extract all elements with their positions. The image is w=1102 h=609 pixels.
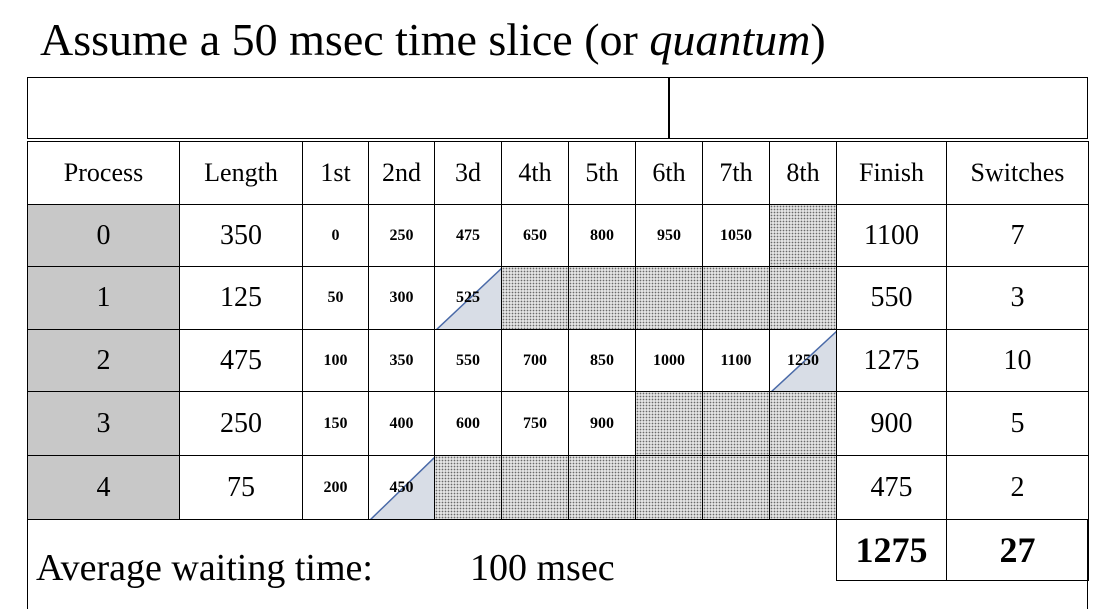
header-cell: 5th — [568, 141, 636, 205]
slice-cell: 350 — [368, 329, 435, 392]
partial-slice-cell: 1250 — [769, 329, 837, 392]
partial-slice-cell: 450 — [368, 455, 435, 520]
slice-cell: 475 — [434, 204, 502, 267]
slice-cell: 1100 — [702, 329, 770, 392]
length-cell: 250 — [179, 391, 303, 456]
process-cell: 1 — [27, 266, 180, 330]
finish-cell: 1275 — [836, 329, 947, 392]
page-title: Assume a 50 msec time slice (or quantum) — [40, 12, 826, 68]
idle-slice-cell — [702, 266, 770, 330]
length-cell: 475 — [179, 329, 303, 392]
slice-cell: 0 — [302, 204, 369, 267]
title-italic: quantum — [649, 14, 811, 65]
slice-cell: 50 — [302, 266, 369, 330]
header-cell: 7th — [702, 141, 770, 205]
idle-slice-cell — [501, 455, 569, 520]
length-cell: 125 — [179, 266, 303, 330]
idle-slice-cell — [635, 266, 703, 330]
idle-slice-cell — [635, 455, 703, 520]
switches-cell: 2 — [946, 455, 1089, 520]
partial-slice-triangle — [369, 456, 434, 519]
length-cell: 350 — [179, 204, 303, 267]
slice-cell: 300 — [368, 266, 435, 330]
empty-header-box — [27, 77, 1088, 139]
header-cell: Length — [179, 141, 303, 205]
header-cell: Finish — [836, 141, 947, 205]
triangle-shape — [436, 267, 501, 329]
slice-value: 450 — [389, 478, 414, 496]
triangle-shape — [369, 456, 434, 519]
finish-cell: 1100 — [836, 204, 947, 267]
partial-slice-triangle — [771, 330, 836, 391]
header-cell: 2nd — [368, 141, 435, 205]
header-cell: Switches — [946, 141, 1089, 205]
average-waiting-label: Average waiting time: — [36, 547, 373, 589]
slice-cell: 850 — [568, 329, 636, 392]
slice-cell: 550 — [434, 329, 502, 392]
slice-cell: 200 — [302, 455, 369, 520]
title-suffix: ) — [810, 14, 826, 65]
header-cell: 3d — [434, 141, 502, 205]
idle-slice-cell — [568, 455, 636, 520]
idle-slice-cell — [769, 455, 837, 520]
idle-slice-cell — [501, 266, 569, 330]
header-cell: Process — [27, 141, 180, 205]
process-cell: 0 — [27, 204, 180, 267]
slice-cell: 650 — [501, 204, 569, 267]
slice-cell: 950 — [635, 204, 703, 267]
switches-cell: 10 — [946, 329, 1089, 392]
slice-cell: 1050 — [702, 204, 770, 267]
idle-slice-cell — [769, 266, 837, 330]
slice-value: 525 — [456, 289, 480, 306]
header-cell: 1st — [302, 141, 369, 205]
partial-slice-triangle — [436, 267, 501, 329]
total-finish: 1275 — [836, 519, 947, 581]
triangle-shape — [771, 330, 836, 391]
partial-slice-cell: 525 — [434, 266, 502, 330]
slice-cell: 600 — [434, 391, 502, 456]
switches-cell: 7 — [946, 204, 1089, 267]
idle-slice-cell — [568, 266, 636, 330]
finish-cell: 550 — [836, 266, 947, 330]
finish-cell: 475 — [836, 455, 947, 520]
slice-cell: 150 — [302, 391, 369, 456]
switches-cell: 5 — [946, 391, 1089, 456]
idle-slice-cell — [434, 455, 502, 520]
process-cell: 3 — [27, 391, 180, 456]
slice-cell: 800 — [568, 204, 636, 267]
header-cell: 6th — [635, 141, 703, 205]
idle-slice-cell — [635, 391, 703, 456]
slice-cell: 100 — [302, 329, 369, 392]
slice-cell: 250 — [368, 204, 435, 267]
slice-cell: 1000 — [635, 329, 703, 392]
total-switches: 27 — [946, 519, 1089, 581]
header-box-divider — [668, 77, 670, 139]
process-cell: 2 — [27, 329, 180, 392]
header-cell: 4th — [501, 141, 569, 205]
average-waiting-value: 100 msec — [470, 547, 615, 589]
title-prefix: Assume a 50 msec time slice (or — [40, 14, 650, 65]
process-cell: 4 — [27, 455, 180, 520]
slice-cell: 700 — [501, 329, 569, 392]
idle-slice-cell — [769, 391, 837, 456]
footer-box — [27, 519, 1088, 609]
finish-cell: 900 — [836, 391, 947, 456]
idle-slice-cell — [702, 391, 770, 456]
slice-cell: 750 — [501, 391, 569, 456]
switches-cell: 3 — [946, 266, 1089, 330]
idle-slice-cell — [769, 204, 837, 267]
length-cell: 75 — [179, 455, 303, 520]
slice-cell: 400 — [368, 391, 435, 456]
idle-slice-cell — [702, 455, 770, 520]
slice-value: 1250 — [787, 351, 819, 369]
header-cell: 8th — [769, 141, 837, 205]
slice-cell: 900 — [568, 391, 636, 456]
